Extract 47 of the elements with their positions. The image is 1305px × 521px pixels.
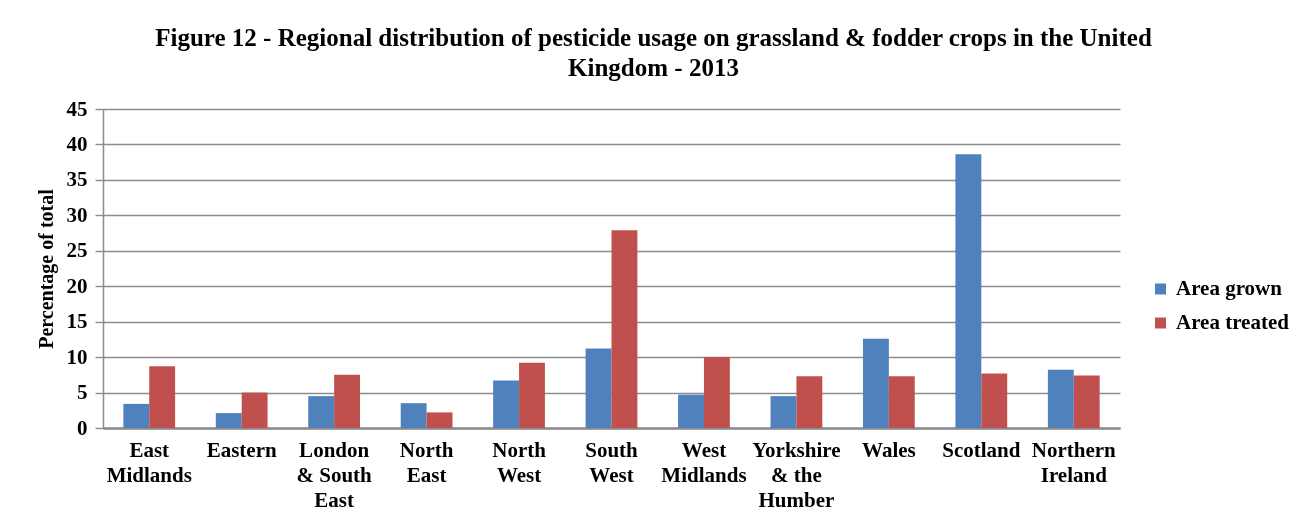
- x-tick-label: West Midlands: [661, 437, 747, 487]
- bar: [1073, 375, 1100, 428]
- bar: [400, 403, 427, 428]
- bar: [703, 357, 730, 428]
- bar: [308, 396, 335, 428]
- bar: [611, 230, 638, 428]
- bar: [770, 396, 797, 428]
- bar: [888, 376, 915, 428]
- bar: [123, 403, 150, 428]
- x-tick-label: Eastern: [206, 437, 277, 462]
- x-tick-label: Northern Ireland: [1031, 437, 1117, 487]
- chart-title: Figure 12 - Regional distribution of pesticide usage on grassland & fodder crops in the United Kingdom - 2013: [155, 24, 1152, 81]
- x-tick-label: North East: [399, 437, 454, 487]
- bar: [241, 392, 268, 428]
- y-tick-label: 5: [77, 380, 88, 405]
- bar: [519, 362, 545, 428]
- bar: [862, 338, 889, 428]
- y-tick-label: 30: [66, 202, 88, 227]
- y-tick-label: 15: [66, 309, 88, 334]
- y-tick-label: 10: [66, 344, 88, 369]
- x-tick-label: East Midlands: [106, 437, 192, 487]
- bar: [215, 413, 242, 428]
- bar: [955, 154, 982, 428]
- legend-label: Area treated: [1176, 310, 1290, 334]
- y-tick-label: 45: [66, 96, 88, 121]
- bar: [149, 366, 176, 428]
- y-tick-label: 0: [77, 415, 88, 440]
- y-tick-label: 35: [66, 167, 88, 192]
- bar: [796, 376, 823, 428]
- legend-label: Area grown: [1176, 276, 1283, 300]
- x-tick-label: South West: [585, 437, 639, 487]
- bar: [585, 348, 612, 428]
- y-tick-label: 25: [66, 238, 88, 263]
- bar: [981, 373, 1008, 428]
- bar: [426, 412, 453, 428]
- bar: [334, 374, 361, 428]
- bar: [493, 380, 520, 428]
- y-tick-label: 40: [66, 131, 88, 156]
- y-axis-title: Percentage of total: [34, 188, 58, 349]
- x-tick-label: North West: [492, 437, 547, 487]
- x-tick-label: Yorkshire & the Humber: [752, 437, 841, 512]
- x-tick-label: Wales: [862, 437, 916, 462]
- x-tick-label: London & South East: [296, 437, 373, 512]
- x-tick-label: Scotland: [942, 437, 1021, 462]
- bar: [1047, 369, 1074, 428]
- y-tick-label: 20: [66, 273, 88, 298]
- bar: [678, 394, 704, 428]
